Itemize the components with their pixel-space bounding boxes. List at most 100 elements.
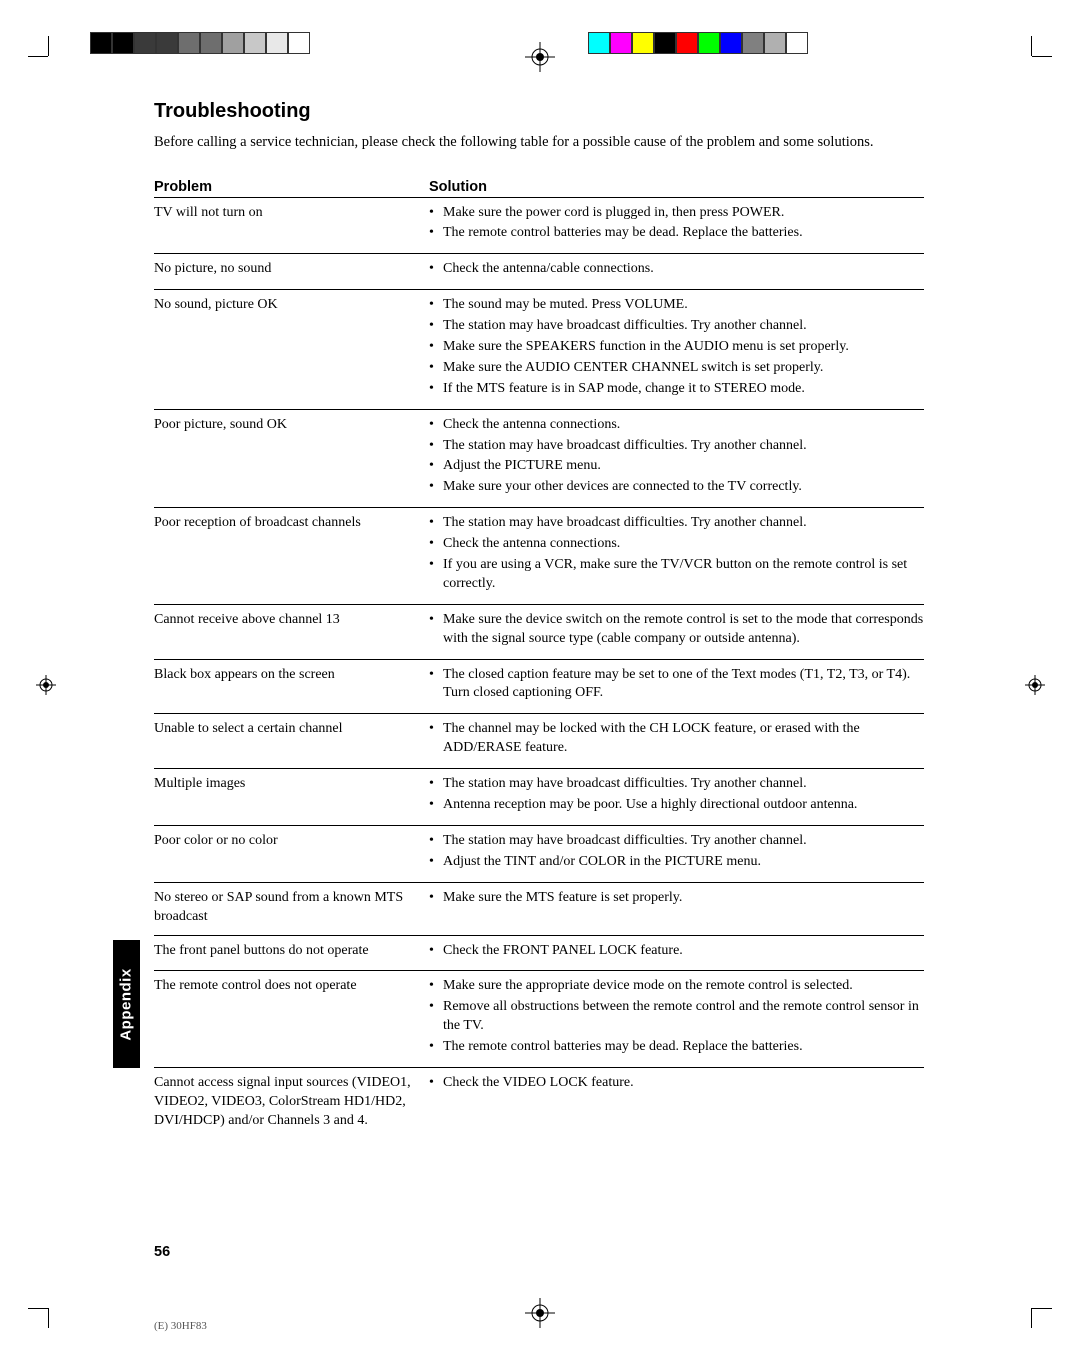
color-swatch bbox=[786, 32, 808, 54]
problem-cell: Cannot access signal input sources (VIDE… bbox=[154, 1074, 429, 1131]
problem-cell: Poor picture, sound OK bbox=[154, 416, 429, 500]
solution-item: Make sure the AUDIO CENTER CHANNEL switc… bbox=[429, 359, 924, 378]
color-swatch bbox=[244, 32, 266, 54]
solution-item: Make sure the SPEAKERS function in the A… bbox=[429, 338, 924, 357]
color-swatch bbox=[222, 32, 244, 54]
solution-cell: The closed caption feature may be set to… bbox=[429, 666, 924, 706]
problem-cell: No sound, picture OK bbox=[154, 296, 429, 400]
solution-cell: Check the VIDEO LOCK feature. bbox=[429, 1074, 924, 1131]
table-row: Cannot access signal input sources (VIDE… bbox=[154, 1068, 924, 1139]
section-tab-appendix: Appendix bbox=[113, 940, 140, 1068]
color-swatch bbox=[200, 32, 222, 54]
solution-cell: The channel may be locked with the CH LO… bbox=[429, 720, 924, 760]
crop-mark bbox=[48, 1308, 49, 1328]
crop-mark bbox=[48, 36, 49, 56]
page-number: 56 bbox=[154, 1244, 170, 1260]
section-tab-label: Appendix bbox=[118, 968, 135, 1040]
color-swatch bbox=[288, 32, 310, 54]
solution-cell: Check the FRONT PANEL LOCK feature. bbox=[429, 942, 924, 963]
solution-item: If you are using a VCR, make sure the TV… bbox=[429, 556, 924, 594]
color-swatch bbox=[266, 32, 288, 54]
color-calibration-bar bbox=[588, 32, 808, 54]
solution-item: The remote control batteries may be dead… bbox=[429, 224, 924, 243]
solution-item: The station may have broadcast difficult… bbox=[429, 514, 924, 533]
color-swatch bbox=[742, 32, 764, 54]
table-row: The front panel buttons do not operateCh… bbox=[154, 936, 924, 972]
crop-mark bbox=[1032, 1308, 1052, 1309]
crop-mark bbox=[1031, 1308, 1032, 1328]
crop-mark bbox=[1032, 56, 1052, 57]
solution-item: The closed caption feature may be set to… bbox=[429, 666, 924, 704]
solution-item: The station may have broadcast difficult… bbox=[429, 317, 924, 336]
table-row: No picture, no soundCheck the antenna/ca… bbox=[154, 254, 924, 290]
solution-item: The channel may be locked with the CH LO… bbox=[429, 720, 924, 758]
color-swatch bbox=[632, 32, 654, 54]
page-content: Troubleshooting Before calling a service… bbox=[154, 100, 924, 1139]
problem-cell: TV will not turn on bbox=[154, 204, 429, 246]
color-swatch bbox=[676, 32, 698, 54]
problem-cell: The remote control does not operate bbox=[154, 977, 429, 1059]
solution-item: The station may have broadcast difficult… bbox=[429, 437, 924, 456]
color-swatch bbox=[90, 32, 112, 54]
registration-mark-icon bbox=[1025, 675, 1045, 700]
solution-cell: Make sure the MTS feature is set properl… bbox=[429, 889, 924, 927]
solution-cell: Make sure the device switch on the remot… bbox=[429, 611, 924, 651]
solution-item: Check the antenna connections. bbox=[429, 535, 924, 554]
table-row: Poor picture, sound OKCheck the antenna … bbox=[154, 410, 924, 509]
footer-document-code: (E) 30HF83 bbox=[154, 1320, 207, 1332]
problem-cell: No picture, no sound bbox=[154, 260, 429, 281]
table-row: No sound, picture OKThe sound may be mut… bbox=[154, 290, 924, 409]
solution-cell: Make sure the power cord is plugged in, … bbox=[429, 204, 924, 246]
table-body: TV will not turn onMake sure the power c… bbox=[154, 198, 924, 1139]
column-header-problem: Problem bbox=[154, 179, 429, 195]
solution-item: Check the antenna/cable connections. bbox=[429, 260, 924, 279]
color-swatch bbox=[134, 32, 156, 54]
solution-item: Make sure the appropriate device mode on… bbox=[429, 977, 924, 996]
table-row: Poor reception of broadcast channelsThe … bbox=[154, 508, 924, 605]
table-row: Black box appears on the screenThe close… bbox=[154, 660, 924, 715]
solution-item: Antenna reception may be poor. Use a hig… bbox=[429, 796, 924, 815]
color-swatch bbox=[156, 32, 178, 54]
problem-cell: Poor reception of broadcast channels bbox=[154, 514, 429, 596]
color-calibration-bar bbox=[90, 32, 310, 54]
table-header-row: Problem Solution bbox=[154, 179, 924, 198]
column-header-solution: Solution bbox=[429, 179, 924, 195]
color-swatch bbox=[764, 32, 786, 54]
solution-item: Adjust the PICTURE menu. bbox=[429, 457, 924, 476]
solution-item: Check the FRONT PANEL LOCK feature. bbox=[429, 942, 924, 961]
solution-cell: The station may have broadcast difficult… bbox=[429, 775, 924, 817]
crop-mark bbox=[28, 1308, 48, 1309]
color-swatch bbox=[720, 32, 742, 54]
problem-cell: Multiple images bbox=[154, 775, 429, 817]
crop-mark bbox=[1031, 36, 1032, 56]
color-swatch bbox=[588, 32, 610, 54]
solution-cell: Make sure the appropriate device mode on… bbox=[429, 977, 924, 1059]
table-row: No stereo or SAP sound from a known MTS … bbox=[154, 883, 924, 936]
table-row: Unable to select a certain channelThe ch… bbox=[154, 714, 924, 769]
color-swatch bbox=[654, 32, 676, 54]
solution-cell: Check the antenna connections.The statio… bbox=[429, 416, 924, 500]
table-row: TV will not turn onMake sure the power c… bbox=[154, 198, 924, 255]
solution-item: The station may have broadcast difficult… bbox=[429, 775, 924, 794]
solution-item: Make sure the MTS feature is set properl… bbox=[429, 889, 924, 908]
intro-paragraph: Before calling a service technician, ple… bbox=[154, 133, 924, 153]
problem-cell: Poor color or no color bbox=[154, 832, 429, 874]
color-swatch bbox=[610, 32, 632, 54]
problem-cell: Black box appears on the screen bbox=[154, 666, 429, 706]
solution-cell: Check the antenna/cable connections. bbox=[429, 260, 924, 281]
solution-item: The station may have broadcast difficult… bbox=[429, 832, 924, 851]
registration-mark-icon bbox=[525, 1298, 555, 1333]
color-swatch bbox=[698, 32, 720, 54]
solution-item: If the MTS feature is in SAP mode, chang… bbox=[429, 380, 924, 399]
solution-item: Check the VIDEO LOCK feature. bbox=[429, 1074, 924, 1093]
page-title: Troubleshooting bbox=[154, 100, 924, 123]
solution-item: Make sure the power cord is plugged in, … bbox=[429, 204, 924, 223]
solution-item: The sound may be muted. Press VOLUME. bbox=[429, 296, 924, 315]
solution-item: Make sure the device switch on the remot… bbox=[429, 611, 924, 649]
color-swatch bbox=[178, 32, 200, 54]
registration-mark-icon bbox=[525, 42, 555, 77]
problem-cell: No stereo or SAP sound from a known MTS … bbox=[154, 889, 429, 927]
color-swatch bbox=[112, 32, 134, 54]
crop-mark bbox=[28, 56, 48, 57]
table-row: Multiple imagesThe station may have broa… bbox=[154, 769, 924, 826]
